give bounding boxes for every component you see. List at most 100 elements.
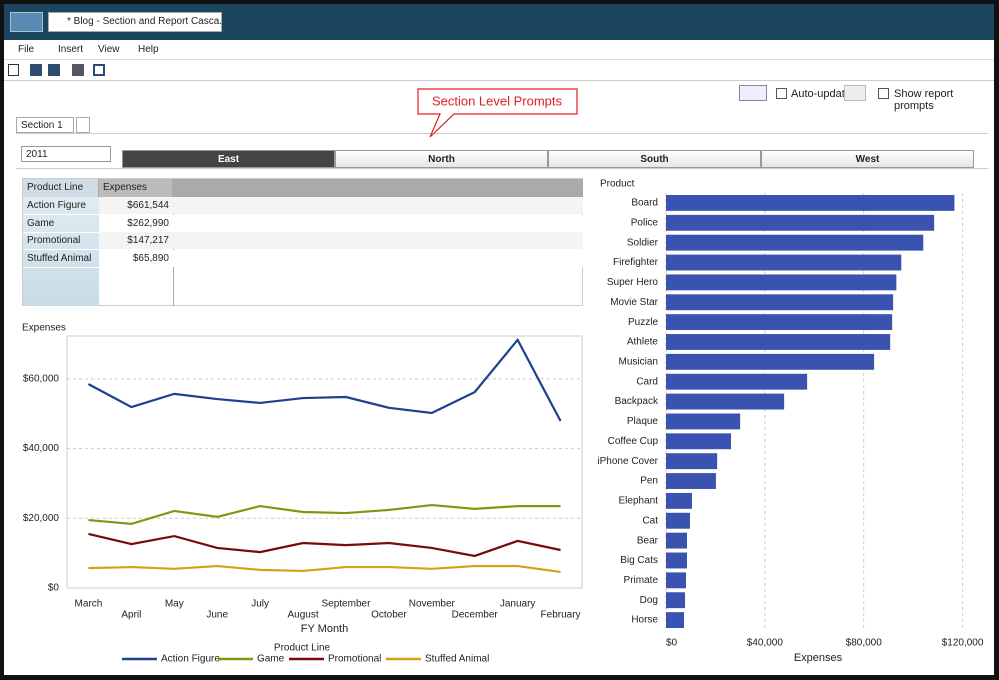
- x-tick-label: July: [251, 599, 269, 610]
- x-tick-label: January: [500, 599, 536, 610]
- expense-cell: $65,890: [132, 252, 169, 264]
- y-tick-label: Dog: [640, 595, 658, 606]
- legend-title: Product Line: [274, 643, 331, 654]
- y-tick-label: Elephant: [619, 496, 659, 507]
- print-icon[interactable]: [72, 64, 84, 76]
- product-line-cell: Promotional: [23, 232, 99, 250]
- menu-item[interactable]: Insert: [58, 44, 84, 55]
- x-tick-label: September: [321, 599, 371, 610]
- x-tick-label: February: [541, 610, 581, 621]
- x-axis-title: FY Month: [301, 623, 349, 635]
- region-button[interactable]: West: [761, 150, 974, 168]
- auto-update-label: Auto-update: [791, 88, 851, 100]
- show-prompts-checkbox[interactable]: [878, 88, 889, 99]
- bar: [666, 473, 716, 489]
- divider: [16, 168, 988, 169]
- year-dropdown[interactable]: 2011: [21, 146, 111, 162]
- bar: [666, 512, 690, 529]
- row-header-column: [23, 179, 99, 306]
- x-tick-label: June: [206, 610, 228, 621]
- series-line: [88, 503, 561, 525]
- save-icon[interactable]: [48, 64, 60, 76]
- bar: [666, 592, 686, 609]
- bar: [666, 334, 891, 350]
- menu-item[interactable]: Help: [138, 44, 159, 55]
- series-line: [88, 564, 561, 574]
- x-tick-label: $120,000: [942, 638, 984, 649]
- y-tick-label: Horse: [631, 615, 658, 626]
- expense-cell: $147,217: [127, 235, 169, 246]
- bar: [666, 572, 687, 589]
- y-tick-label: Coffee Cup: [608, 436, 659, 447]
- bar: [666, 214, 935, 231]
- section-tab-label: Section 1: [21, 120, 63, 131]
- crosstab: Product Line Expenses Action Figure $661,54…: [22, 178, 583, 306]
- y-tick-label: Cat: [642, 515, 658, 526]
- y-tick-label: Card: [636, 376, 658, 387]
- product-line-cell: Game: [23, 215, 99, 233]
- row-stripe: [99, 197, 583, 214]
- bar: [666, 393, 785, 410]
- section-tab[interactable]: Section 1: [16, 117, 74, 133]
- view-icon[interactable]: [93, 64, 105, 76]
- x-tick-label: November: [409, 599, 456, 610]
- bar: [666, 413, 741, 430]
- legend-label: Promotional: [328, 654, 381, 665]
- menu-bar: File Insert View Help: [4, 40, 994, 60]
- bar: [666, 254, 902, 271]
- x-tick-label: $40,000: [747, 638, 784, 649]
- bar: [666, 612, 685, 629]
- zoom-button[interactable]: [739, 85, 767, 101]
- legend-label: Action Figure: [161, 654, 220, 665]
- y-tick-label: $40,000: [23, 443, 60, 454]
- new-icon[interactable]: [8, 64, 19, 76]
- row-stripe: [99, 232, 583, 249]
- series-line: [87, 337, 562, 422]
- y-tick-label: Plaque: [627, 416, 659, 427]
- bar: [666, 294, 894, 311]
- window: * Blog - Section and Report Casca... Fil…: [4, 4, 994, 675]
- refresh-button[interactable]: [844, 85, 866, 101]
- bar: [666, 433, 732, 450]
- menu-item[interactable]: View: [98, 44, 120, 55]
- charts: Section Level Prompts Expenses $0 $20,000 $…: [22, 88, 984, 665]
- column-header: Product Line: [23, 179, 99, 197]
- x-axis-title: Expenses: [794, 652, 843, 664]
- y-tick-label: Police: [631, 217, 659, 228]
- bar: [666, 314, 893, 331]
- x-tick-label: August: [287, 610, 318, 621]
- expense-cell: $262,990: [127, 217, 169, 229]
- y-tick-label: Primate: [624, 575, 659, 586]
- menu-item[interactable]: File: [18, 44, 35, 55]
- y-tick-label: iPhone Cover: [597, 456, 658, 467]
- y-tick-label: $20,000: [23, 513, 60, 524]
- show-prompts-label: Show report prompts: [894, 88, 954, 112]
- region-button[interactable]: South: [548, 150, 761, 168]
- x-tick-label: $80,000: [846, 638, 883, 649]
- x-tick-label: $0: [666, 638, 678, 649]
- open-icon[interactable]: [30, 64, 42, 76]
- title-bar: * Blog - Section and Report Casca...: [4, 4, 994, 40]
- region-button[interactable]: East: [122, 150, 335, 168]
- bar: [666, 552, 688, 569]
- y-tick-label: Soldier: [627, 237, 659, 248]
- y-axis-title: Product: [600, 179, 635, 190]
- bar: [666, 194, 955, 211]
- document-tab[interactable]: * Blog - Section and Report Casca...: [48, 12, 222, 32]
- y-tick-label: $60,000: [23, 374, 60, 385]
- y-tick-label: Board: [631, 198, 658, 209]
- x-tick-label: October: [371, 610, 407, 621]
- legend-label: Stuffed Animal: [425, 654, 489, 665]
- y-tick-label: Movie Star: [610, 297, 658, 308]
- auto-update-checkbox[interactable]: [776, 88, 787, 99]
- add-section-button[interactable]: [76, 117, 90, 133]
- row-stripe: [99, 214, 583, 232]
- line-plot-frame: [66, 335, 583, 589]
- divider: [16, 133, 988, 134]
- home-button[interactable]: [10, 12, 43, 32]
- bar: [666, 532, 688, 549]
- region-button[interactable]: North: [335, 150, 548, 168]
- y-tick-label: Athlete: [627, 337, 659, 348]
- y-tick-label: Big Cats: [620, 555, 658, 566]
